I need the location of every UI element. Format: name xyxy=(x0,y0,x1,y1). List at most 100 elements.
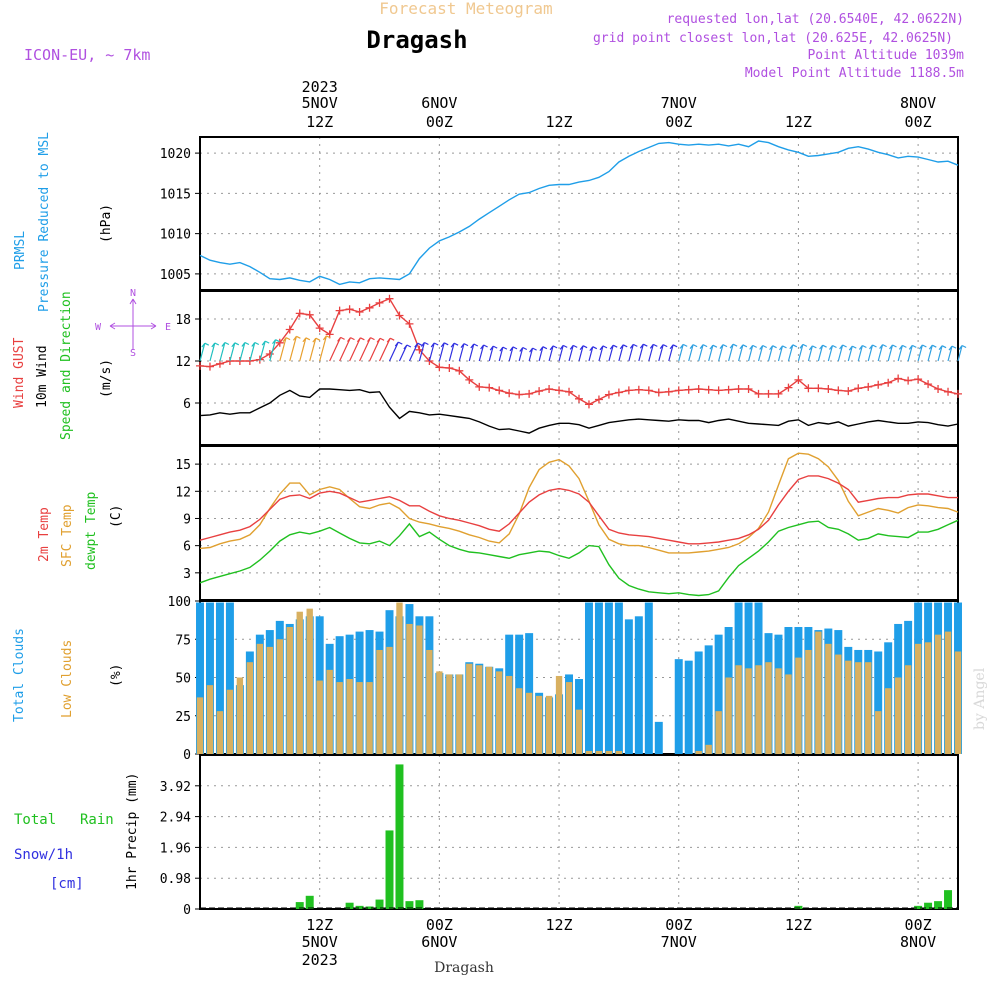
wind-arrow xyxy=(728,343,738,362)
temp-2m-label: 2m Temp xyxy=(37,507,52,562)
bottom-axis-label: 6NOV xyxy=(421,933,457,951)
wind-arrow xyxy=(508,346,518,362)
top-axis-label: 6NOV xyxy=(421,94,457,112)
wind-arrow xyxy=(339,337,355,362)
compass-e: E xyxy=(165,322,171,333)
gust-marker xyxy=(834,386,843,395)
wind-arrow xyxy=(598,345,608,362)
wind-arrow xyxy=(359,337,375,362)
gust-marker xyxy=(475,382,484,391)
low-cloud-bar xyxy=(515,688,523,754)
y-tick-label: 15 xyxy=(175,458,191,473)
wind-arrow xyxy=(239,341,250,362)
gust-marker xyxy=(355,308,364,316)
low-cloud-bar xyxy=(735,665,742,754)
low-cloud-bar xyxy=(276,639,283,754)
gust-marker xyxy=(575,394,583,403)
prmsl-label: PRMSL xyxy=(13,231,28,270)
total-cloud-bar xyxy=(624,619,633,754)
gust-marker xyxy=(944,387,953,396)
low-cloud-bar xyxy=(216,711,224,754)
gust-marker xyxy=(584,400,593,409)
wind-line xyxy=(199,388,959,434)
low-cloud-bar xyxy=(555,675,563,754)
low-cloud-bar xyxy=(326,669,333,754)
wind-arrow xyxy=(548,345,558,362)
low-cloud-bar xyxy=(456,674,463,754)
low-cloud-bar xyxy=(366,682,373,754)
gust-marker xyxy=(365,303,374,312)
low-cloud-bar xyxy=(486,666,493,754)
gust-marker xyxy=(565,387,574,396)
panel-4: 0 0.98 1.96 2.94 3.92 xyxy=(160,754,959,918)
gust-marker xyxy=(275,338,284,347)
gust-marker xyxy=(914,375,923,384)
low-cloud-bar xyxy=(316,680,323,754)
precip-bar xyxy=(924,902,933,909)
total-cloud-bar xyxy=(674,659,683,754)
wind-arrow xyxy=(468,343,479,362)
wind-arrow xyxy=(907,344,917,362)
wind-arrow xyxy=(518,346,528,362)
top-axis-label: 8NOV xyxy=(900,94,936,112)
wind-unit: (m/s) xyxy=(99,359,114,398)
y-tick-label: 12 xyxy=(175,485,191,500)
wind-arrow xyxy=(369,337,385,362)
gust-marker xyxy=(335,306,344,315)
compass-arrows-icon xyxy=(109,298,157,350)
wind-arrow xyxy=(747,344,757,362)
low-cloud-bar xyxy=(545,695,553,754)
y-tick-label: 1005 xyxy=(160,268,191,283)
panel-frame xyxy=(199,290,959,446)
bottom-axis-label: 00Z xyxy=(426,916,453,934)
gust-marker xyxy=(884,378,893,387)
gust-marker xyxy=(624,386,633,395)
wind-arrow xyxy=(538,346,548,362)
gust-marker xyxy=(375,298,384,307)
gust-marker xyxy=(245,357,254,365)
gust-marker xyxy=(435,363,444,372)
top-axis-label: 5NOV xyxy=(302,94,338,112)
wind-arrow xyxy=(618,344,628,362)
wind-arrow xyxy=(638,343,648,362)
low-cloud-bar xyxy=(496,671,503,754)
low-cloud-bar xyxy=(206,685,214,754)
bottom-axis-label: 12Z xyxy=(306,916,333,934)
gust-marker xyxy=(924,380,933,389)
dewpoint-line xyxy=(199,519,959,597)
gust-marker xyxy=(285,325,294,334)
wind-arrow xyxy=(917,344,927,362)
low-cloud-bar xyxy=(855,662,862,754)
gust-marker xyxy=(614,388,623,397)
wind-arrow xyxy=(608,344,618,362)
wind-arrow xyxy=(807,345,817,362)
low-cloud-bar xyxy=(286,627,293,754)
gust-marker xyxy=(874,380,883,389)
wind-arrow xyxy=(259,340,270,362)
wind-arrow xyxy=(498,346,508,362)
gust-marker xyxy=(774,389,783,398)
wind-arrow xyxy=(857,344,867,362)
precip-bar xyxy=(295,902,304,909)
wind-arrow xyxy=(319,335,331,362)
low-cloud-bar xyxy=(904,665,912,754)
gust-marker xyxy=(754,389,763,398)
wind-arrow xyxy=(428,342,439,362)
low-cloud-bar xyxy=(775,668,782,754)
low-cloud-bar xyxy=(406,623,413,754)
gust-marker xyxy=(854,384,863,393)
bottom-axis-label: 12Z xyxy=(546,916,573,934)
total-cloud-bar xyxy=(704,645,713,754)
total-cloud-bar xyxy=(215,602,224,754)
gust-marker xyxy=(804,384,813,393)
gust-marker xyxy=(824,385,833,393)
top-axis-label: 7NOV xyxy=(661,94,697,112)
gust-marker xyxy=(714,386,723,395)
clouds-panel-labels: Total Clouds Low Clouds (%) xyxy=(12,628,124,722)
gust-marker xyxy=(684,385,693,394)
bottom-axis-label: 7NOV xyxy=(661,933,697,951)
gust-marker xyxy=(844,387,853,396)
total-cloud-bar xyxy=(604,602,613,754)
total-cloud-bar xyxy=(694,651,703,754)
